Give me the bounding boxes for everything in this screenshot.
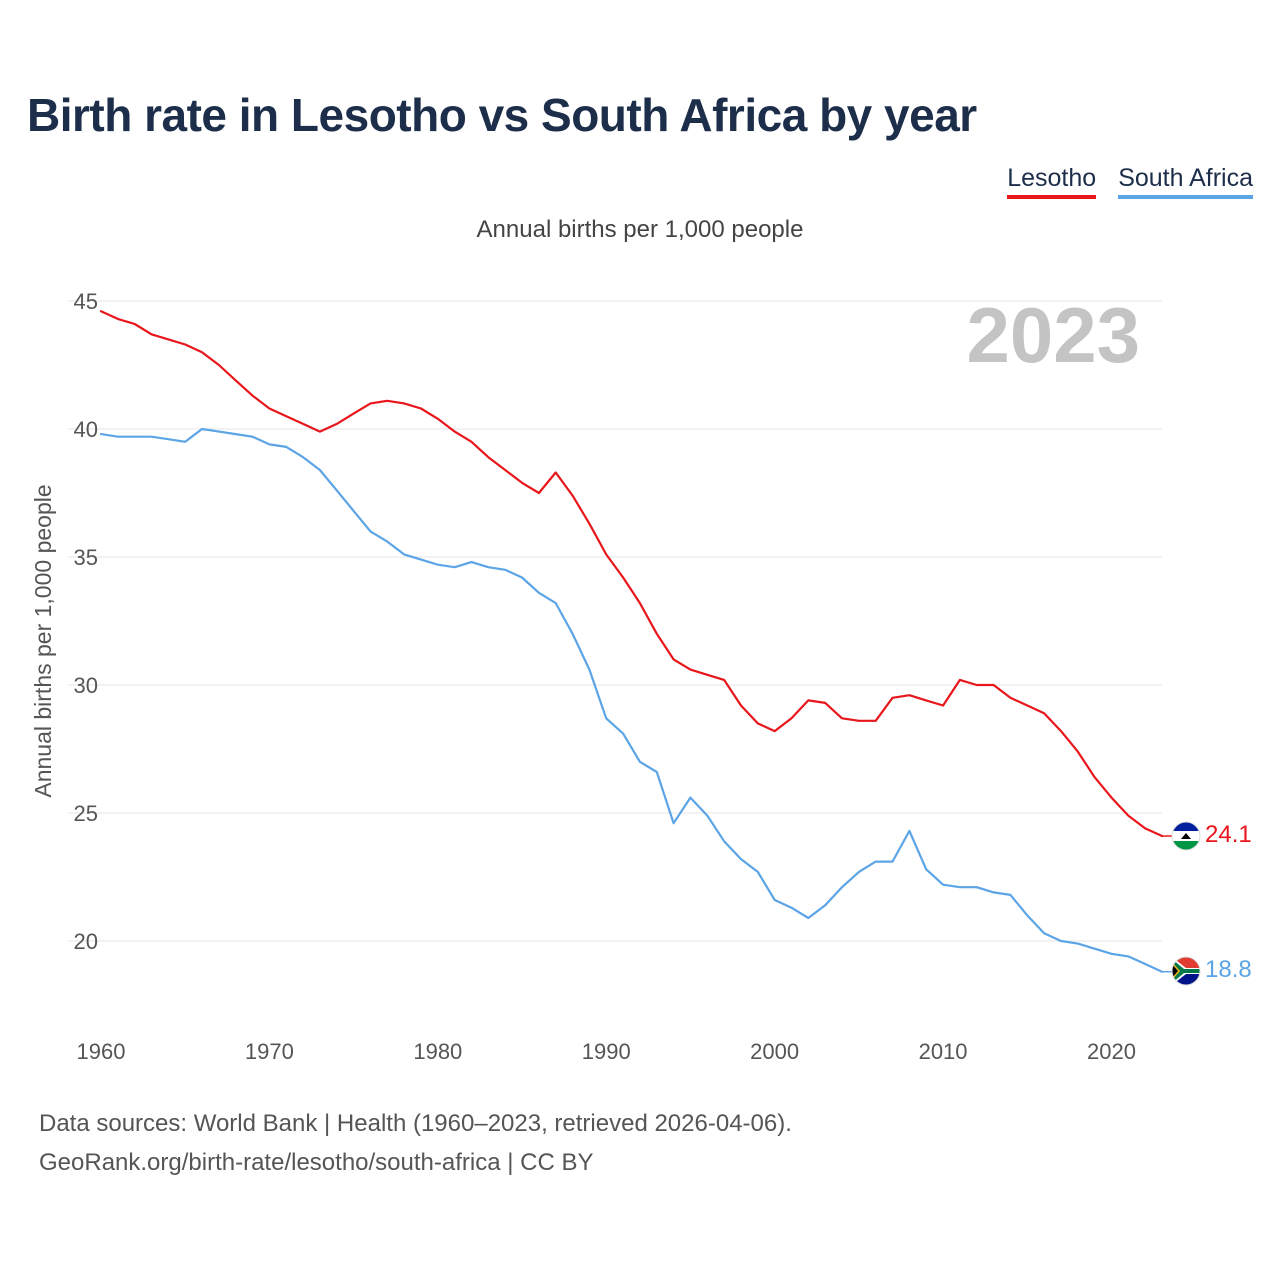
x-tick-label: 2000 [750,1039,799,1064]
y-tick-label: 25 [74,801,98,826]
legend-item-south-africa[interactable]: South Africa [1118,164,1253,199]
end-label-lesotho: 24.1 [1205,821,1252,848]
x-tick-label: 1980 [413,1039,462,1064]
x-axis-ticks: 1960 1970 1980 1990 2000 2010 2020 [77,1039,1136,1064]
y-axis-label: Annual births per 1,000 people [30,484,56,797]
x-tick-label: 1990 [582,1039,631,1064]
y-tick-label: 40 [74,417,98,442]
legend: Lesotho South Africa [1007,164,1253,199]
series-line-lesotho[interactable] [99,310,1164,838]
series-line-south-africa[interactable] [99,427,1164,973]
south-africa-flag-icon [1172,957,1200,985]
grid [68,300,1162,942]
end-label-south-africa: 18.8 [1205,956,1252,983]
y-tick-label: 35 [74,545,98,570]
legend-item-lesotho[interactable]: Lesotho [1007,164,1097,199]
y-tick-label: 30 [74,673,98,698]
year-label: 2023 [966,291,1140,379]
south-africa-flag-border [1171,956,1201,986]
x-tick-label: 1970 [245,1039,294,1064]
lesotho-flag-border [1171,821,1201,851]
x-tick-label: 2020 [1087,1039,1136,1064]
y-tick-label: 45 [74,289,98,314]
chart-subtitle: Annual births per 1,000 people [476,216,804,243]
y-axis-ticks: 20 25 30 35 40 45 [74,289,98,954]
source-line-1: Data sources: World Bank | Health (1960–… [39,1110,792,1137]
source-line-2[interactable]: GeoRank.org/birth-rate/lesotho/south-afr… [39,1149,594,1176]
lesotho-flag-icon [1172,822,1200,850]
series [99,310,1172,973]
y-tick-label: 20 [74,929,98,954]
x-tick-label: 2010 [919,1039,968,1064]
x-tick-label: 1960 [77,1039,126,1064]
source-note: Data sources: World Bank | Health (1960–… [39,1104,792,1182]
chart-title: Birth rate in Lesotho vs South Africa by… [27,89,977,141]
